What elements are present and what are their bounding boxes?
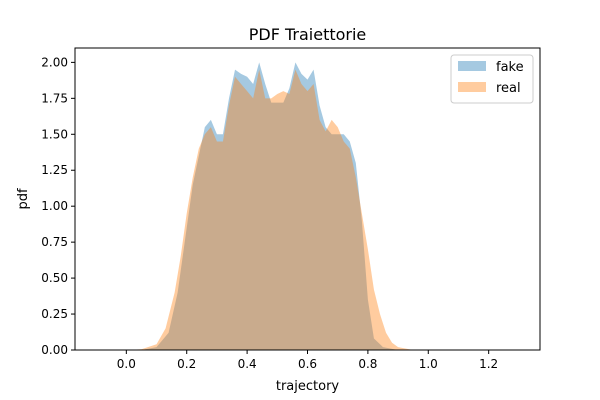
x-axis: 0.0 0.2 0.4 0.6 0.8 1.0 1.2 [117,350,498,371]
x-tick-label: 0.4 [238,357,257,371]
legend-swatch-fake [458,61,486,71]
series-area-real [96,69,519,350]
x-tick-label: 0.2 [177,357,196,371]
x-tick-label: 0.6 [298,357,317,371]
y-axis-label: pdf [16,188,31,210]
y-tick-label: 2.00 [41,55,68,69]
series-layer [96,62,519,350]
y-tick-label: 0.00 [41,343,68,357]
y-tick-label: 1.00 [41,199,68,213]
y-tick-label: 0.50 [41,271,68,285]
x-tick-label: 0.0 [117,357,136,371]
legend: fake real [450,54,534,104]
y-tick-label: 1.75 [41,91,68,105]
legend-swatch-real [458,82,486,92]
legend-label-fake: fake [496,60,524,75]
legend-box [450,54,534,104]
x-tick-label: 1.2 [479,357,498,371]
y-tick-label: 1.25 [41,163,68,177]
y-tick-label: 0.25 [41,307,68,321]
legend-label-real: real [496,81,521,96]
chart-title: PDF Traiettorie [249,25,367,44]
series-area-fake [96,62,519,350]
x-tick-label: 0.8 [358,357,377,371]
y-axis: 0.00 0.25 0.50 0.75 1.00 1.25 1.50 1.75 2.00 [41,55,75,357]
y-tick-label: 0.75 [41,235,68,249]
x-tick-label: 1.0 [419,357,438,371]
x-axis-label: trajectory [276,379,340,394]
y-tick-label: 1.50 [41,127,68,141]
